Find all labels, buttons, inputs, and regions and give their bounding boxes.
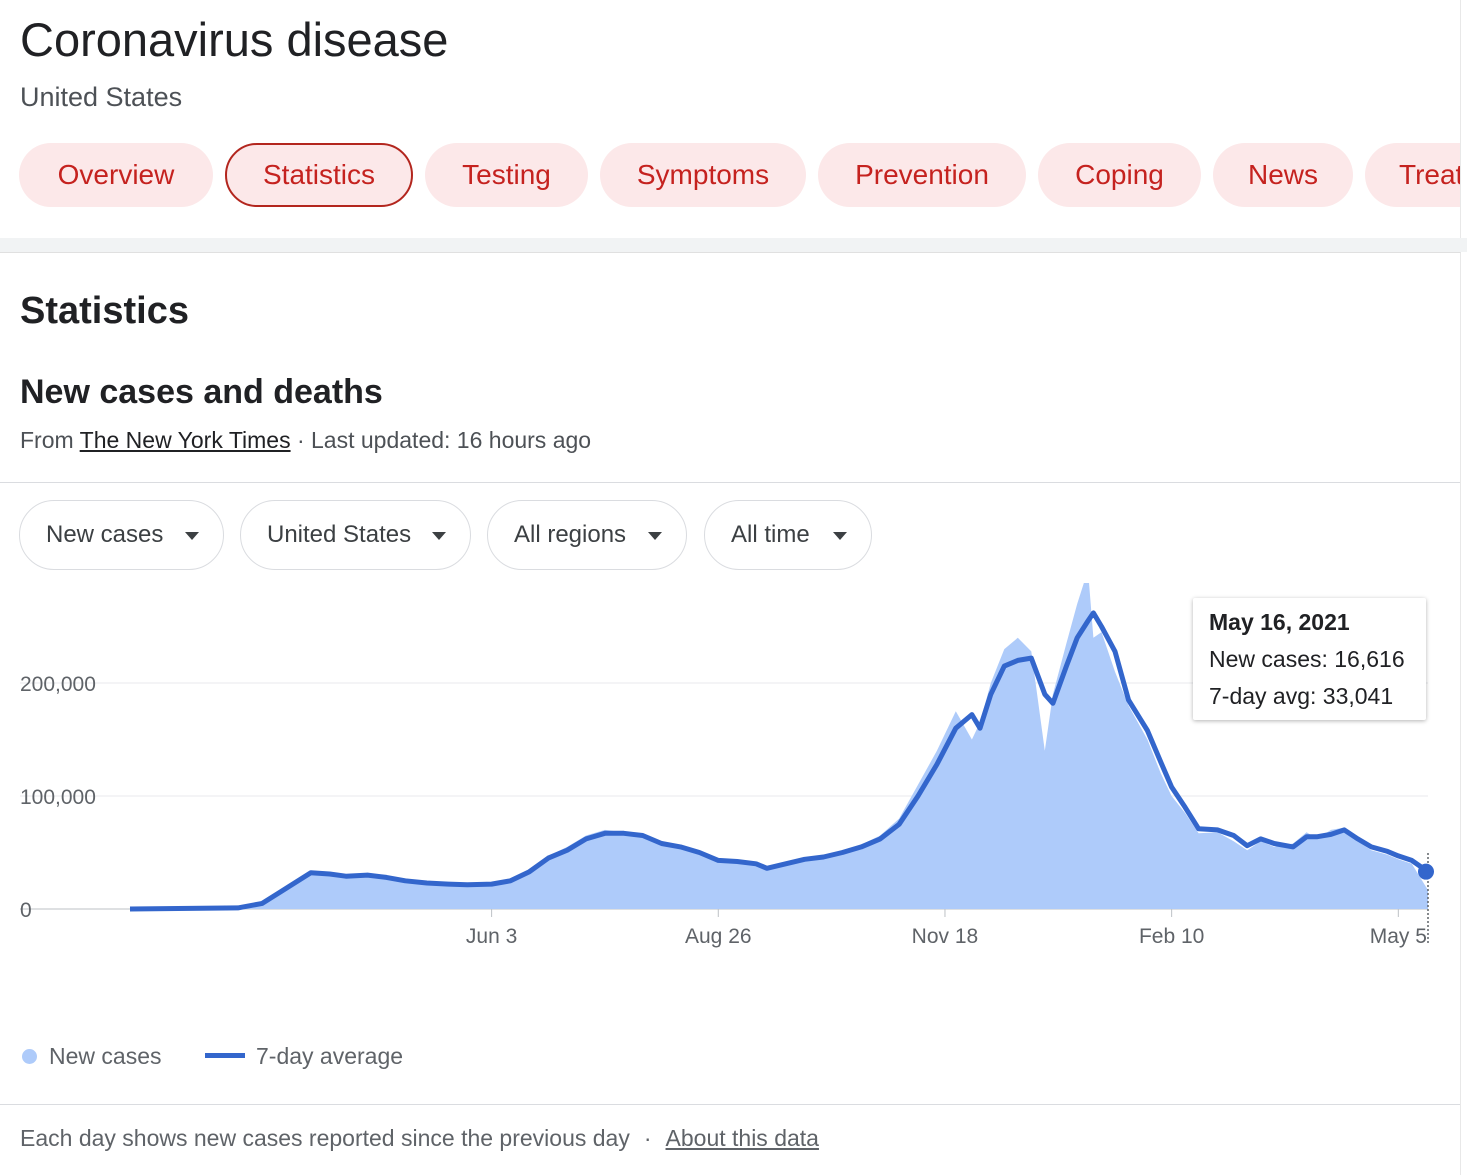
seven-day-average-line [129, 610, 1430, 912]
region-dropdown-label: All regions [514, 521, 627, 548]
legend-bar-swatch [22, 1049, 37, 1064]
tab-news[interactable]: News [1213, 143, 1353, 207]
tooltip-7day-avg: 7-day avg: 33,041 [1209, 683, 1394, 709]
page-subtitle: United States [20, 82, 183, 112]
page-title: Coronavirus disease [20, 13, 449, 66]
caret-down-icon [648, 532, 662, 540]
caret-down-icon [833, 532, 847, 540]
tooltip-new-cases: New cases: 16,616 [1209, 646, 1405, 672]
caret-down-icon [185, 532, 199, 540]
legend-line-swatch [205, 1053, 245, 1058]
x-tick-label: Feb 10 [1139, 925, 1204, 948]
chart-tooltip: May 16, 2021 New cases: 16,616 7-day avg… [1193, 598, 1426, 720]
section-separator [0, 238, 1467, 252]
tooltip-date: May 16, 2021 [1209, 609, 1350, 635]
x-tick-label: Aug 26 [685, 925, 752, 948]
region-dropdown[interactable]: All regions [487, 500, 687, 570]
time-range-dropdown[interactable]: All time [704, 500, 872, 570]
topic-tabs: Overview Statistics Testing Symptoms Pre… [19, 143, 1460, 209]
caret-down-icon [432, 532, 446, 540]
x-tick-label: Jun 3 [466, 925, 517, 948]
tab-symptoms[interactable]: Symptoms [600, 143, 806, 207]
source-line: From The New York Times · Last updated: … [20, 427, 591, 454]
location-dropdown[interactable]: United States [240, 500, 471, 570]
metric-dropdown[interactable]: New cases [19, 500, 224, 570]
source-link[interactable]: The New York Times [79, 427, 291, 453]
divider [0, 482, 1460, 483]
tab-coping[interactable]: Coping [1038, 143, 1201, 207]
source-prefix: From [20, 427, 74, 453]
x-tick-label: Nov 18 [912, 925, 979, 948]
page-header: Coronavirus disease United States Overvi… [0, 0, 1461, 238]
tab-testing[interactable]: Testing [425, 143, 588, 207]
footnote-text: Each day shows new cases reported since … [20, 1125, 630, 1151]
divider [0, 1104, 1460, 1105]
last-updated: · Last updated: 16 hours ago [296, 427, 592, 453]
footnote-separator: · [643, 1125, 652, 1151]
tab-overview[interactable]: Overview [19, 143, 213, 207]
new-cases-bars [130, 583, 1428, 909]
legend-new-cases: New cases [49, 1043, 162, 1069]
footnote: Each day shows new cases reported since … [20, 1125, 819, 1152]
chart-title: New cases and deaths [20, 373, 383, 411]
tab-prevention[interactable]: Prevention [818, 143, 1026, 207]
section-title: Statistics [20, 290, 189, 332]
time-range-dropdown-label: All time [731, 521, 810, 548]
y-tick-label: 200,000 [20, 673, 96, 696]
legend-7day-average: 7-day average [256, 1043, 404, 1069]
location-dropdown-label: United States [267, 521, 412, 548]
y-tick-label: 0 [20, 899, 32, 922]
metric-dropdown-label: New cases [46, 521, 164, 548]
hover-point [1418, 863, 1434, 880]
y-tick-label: 100,000 [20, 786, 96, 809]
tab-treatment[interactable]: Treat [1365, 143, 1460, 207]
tab-statistics[interactable]: Statistics [225, 143, 413, 207]
x-tick-label: May 5 [1370, 925, 1427, 948]
about-data-link[interactable]: About this data [665, 1125, 819, 1151]
